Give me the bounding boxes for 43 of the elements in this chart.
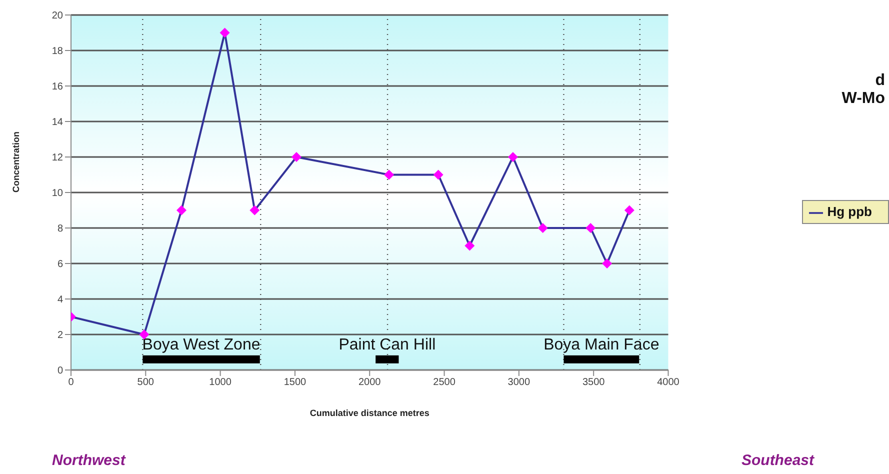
- x-tick-label: 2500: [433, 377, 456, 388]
- point: [586, 223, 596, 233]
- x-axis-title: Cumulative distance metres: [310, 408, 430, 418]
- point: [508, 152, 518, 162]
- legend-label: Hg ppb: [827, 204, 872, 219]
- x-tick-label: 4000: [657, 377, 680, 388]
- y-tick-label: 0: [57, 366, 64, 377]
- y-tick-label: 20: [52, 10, 64, 22]
- point: [538, 223, 548, 233]
- point: [139, 330, 150, 340]
- y-tick-label: 18: [52, 46, 64, 58]
- point: [291, 152, 302, 162]
- y-tick-label: 12: [52, 152, 64, 164]
- y-tick-label: 8: [57, 224, 64, 235]
- text: d: [874, 72, 885, 90]
- y-tick-label: 14: [52, 117, 64, 128]
- point: [433, 170, 444, 180]
- annotation: Boya Main Face: [544, 336, 660, 354]
- x-tick-label: 1000: [209, 377, 232, 388]
- point: [624, 205, 634, 216]
- y-tick-label: 2: [57, 330, 64, 342]
- x-tick-label: 1500: [284, 377, 307, 388]
- x-tick-label: 3000: [508, 377, 530, 388]
- y-tick-label: 6: [57, 259, 64, 270]
- text: Southeast: [741, 452, 814, 469]
- point: [220, 28, 230, 38]
- text: W-Mo: [842, 90, 885, 108]
- x-tick-label: 3500: [582, 377, 606, 388]
- point: [602, 258, 612, 268]
- x-tick-label: 500: [137, 377, 154, 388]
- x-tick-label: 0: [68, 377, 74, 388]
- x-tick-label: 2000: [358, 377, 382, 388]
- point: [250, 205, 260, 216]
- y-tick-label: 4: [57, 294, 64, 306]
- point: [384, 170, 394, 180]
- y-tick-label: 10: [52, 188, 64, 200]
- y-tick-label: 16: [52, 82, 64, 93]
- y-axis-title: Concentration: [11, 131, 22, 192]
- text: Northwest: [52, 452, 126, 469]
- point: [176, 205, 186, 216]
- annotation: Boya West Zone: [142, 336, 260, 354]
- point: [464, 240, 475, 251]
- annotation: Paint Can Hill: [338, 336, 436, 354]
